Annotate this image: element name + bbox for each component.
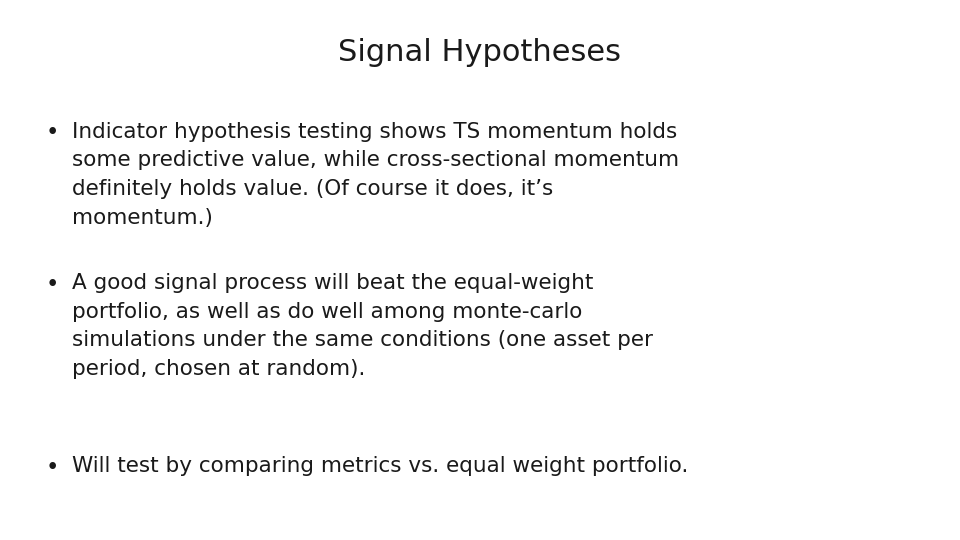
Text: Signal Hypotheses: Signal Hypotheses	[339, 38, 621, 67]
Text: •: •	[46, 122, 60, 145]
Text: •: •	[46, 456, 60, 480]
Text: Will test by comparing metrics vs. equal weight portfolio.: Will test by comparing metrics vs. equal…	[72, 456, 688, 476]
Text: •: •	[46, 273, 60, 296]
Text: A good signal process will beat the equal-weight
portfolio, as well as do well a: A good signal process will beat the equa…	[72, 273, 653, 379]
Text: Indicator hypothesis testing shows TS momentum holds
some predictive value, whil: Indicator hypothesis testing shows TS mo…	[72, 122, 679, 228]
